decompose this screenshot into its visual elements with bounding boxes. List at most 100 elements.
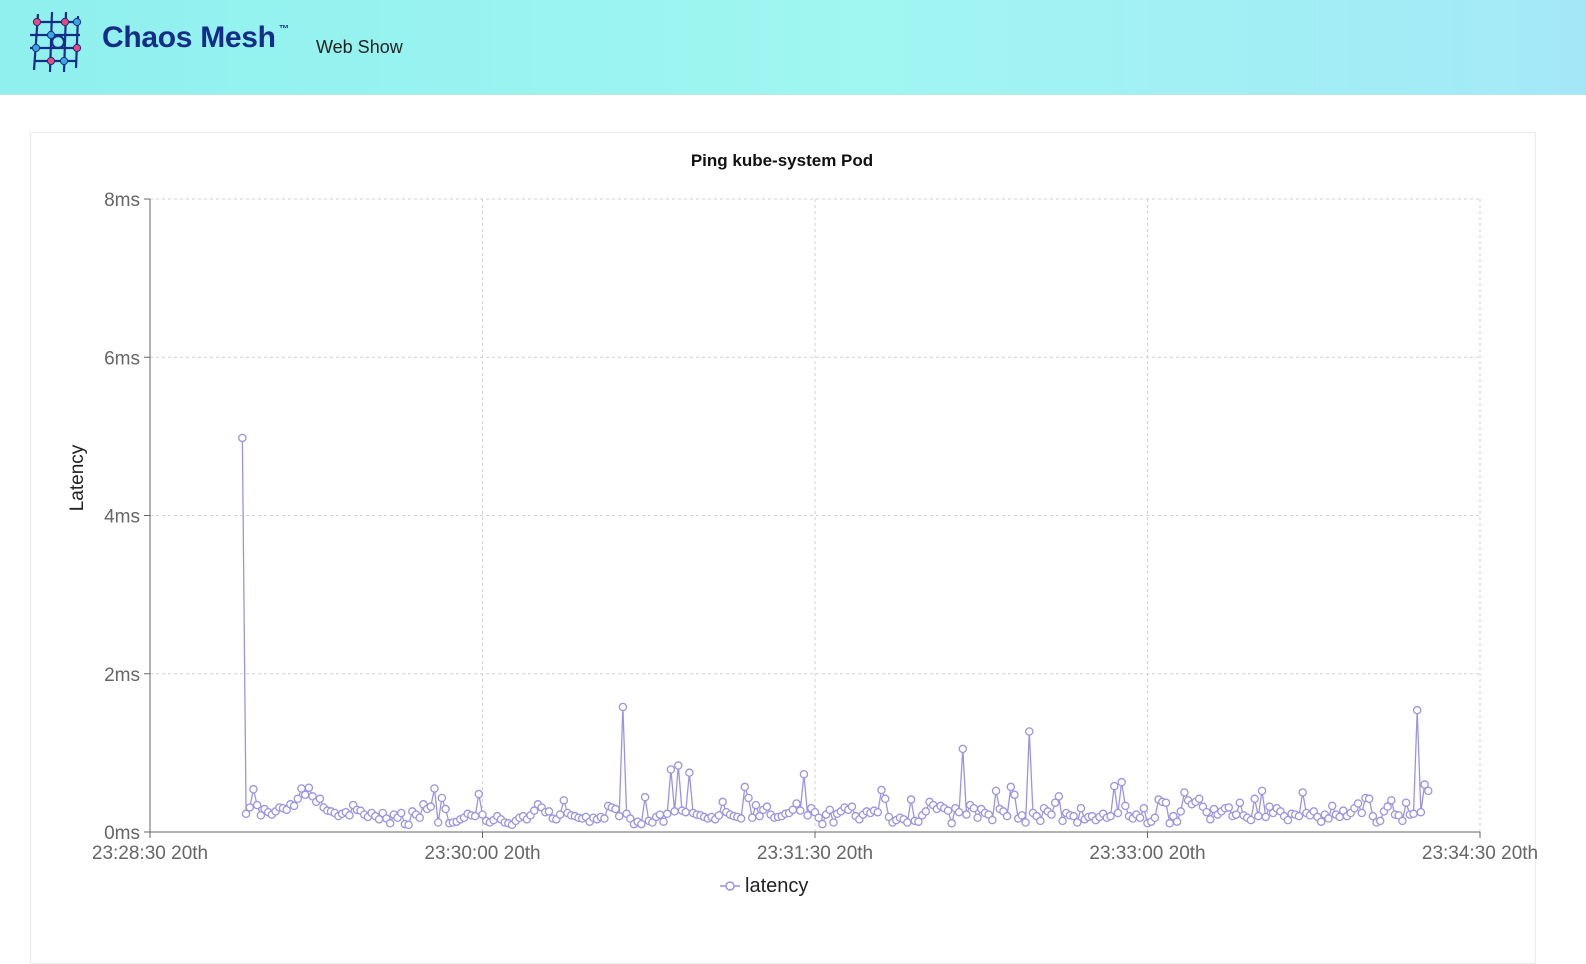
data-point [1121,801,1130,811]
data-point [1364,794,1374,804]
data-point [555,810,565,819]
data-point [315,794,325,804]
data-point [795,806,805,815]
data-point [755,811,764,821]
series-line-latency [241,437,1429,826]
data-point [973,813,982,823]
x-tick-label: 23:33:00 20th [1089,843,1205,864]
data-point [426,802,436,811]
data-point [559,796,569,805]
data-point [674,761,683,770]
data-point [640,792,650,802]
data-point [289,801,299,811]
data-point [1316,817,1326,826]
data-point [1036,816,1045,826]
data-point [1106,811,1115,821]
y-axis-label: Latency [67,444,88,512]
data-point [1398,816,1407,826]
data-point [914,817,923,826]
data-point [544,807,554,816]
data-point [470,811,480,821]
data-point [1165,819,1174,828]
x-tick-label: 23:34:30 20th [1422,843,1538,864]
data-point [238,433,247,443]
data-point [1054,792,1064,801]
data-point [799,769,809,779]
data-point [1353,799,1363,808]
data-point [818,819,827,829]
data-point [991,786,1001,796]
app-header: Chaos Mesh ™ Web Show [0,0,1586,95]
data-point [293,794,303,804]
data-point [1180,788,1189,797]
data-point [1172,817,1182,826]
data-point [1224,803,1234,812]
data-point [1327,801,1337,811]
data-point [1412,705,1422,715]
data-point [1058,816,1067,826]
data-point [1202,807,1211,817]
data-point [441,804,450,814]
data-point [792,799,801,808]
data-point [1324,814,1333,823]
data-point [611,804,620,814]
data-point [662,809,672,819]
data-point [921,807,931,816]
y-tick-label: 2ms [104,665,140,686]
data-point [747,813,757,823]
data-point [1261,812,1270,822]
data-point [1254,811,1263,821]
data-point [249,785,258,794]
data-point [803,811,812,820]
legend-line-marker-icon [720,881,740,891]
data-point [762,802,772,811]
legend-label-latency: latency [745,874,809,897]
y-tick-label: 8ms [104,190,140,211]
data-point [1002,811,1012,821]
data-point [740,782,750,792]
data-point [847,802,857,811]
data-point [300,790,310,800]
data-point [1420,780,1429,789]
data-point [962,810,971,819]
data-point [751,800,761,810]
data-point [404,820,413,830]
data-point [1073,818,1082,827]
data-point [1110,781,1119,791]
data-point [1383,802,1392,811]
data-point [252,800,262,810]
data-point [618,702,628,712]
data-point [736,814,746,823]
data-point [1150,813,1160,823]
data-point [1409,809,1418,819]
data-point [954,807,964,817]
x-tick-label: 23:30:00 20th [424,843,540,864]
data-point [1250,794,1259,804]
data-point [1076,804,1086,813]
data-point [1161,798,1171,807]
data-point [714,811,724,820]
data-point [903,818,912,827]
data-point [415,813,424,823]
data-point [1006,782,1016,792]
data-point [1257,786,1267,796]
data-point [1294,811,1304,821]
data-point [304,783,314,792]
y-tick-label: 6ms [104,348,140,369]
data-point [873,807,883,817]
data-point [600,814,609,823]
data-point [681,807,690,817]
chaos-mesh-logo-icon [30,11,82,73]
data-point [256,811,266,820]
data-point [1176,807,1186,816]
y-tick-label: 0ms [104,823,140,844]
data-point [744,793,753,803]
data-point [1206,815,1215,824]
data-point [1010,790,1019,800]
chart-legend[interactable]: latency [720,873,808,899]
data-point [385,819,395,828]
data-point [659,817,668,826]
data-point [474,789,484,799]
data-point [1231,810,1241,819]
data-point [1298,788,1307,797]
